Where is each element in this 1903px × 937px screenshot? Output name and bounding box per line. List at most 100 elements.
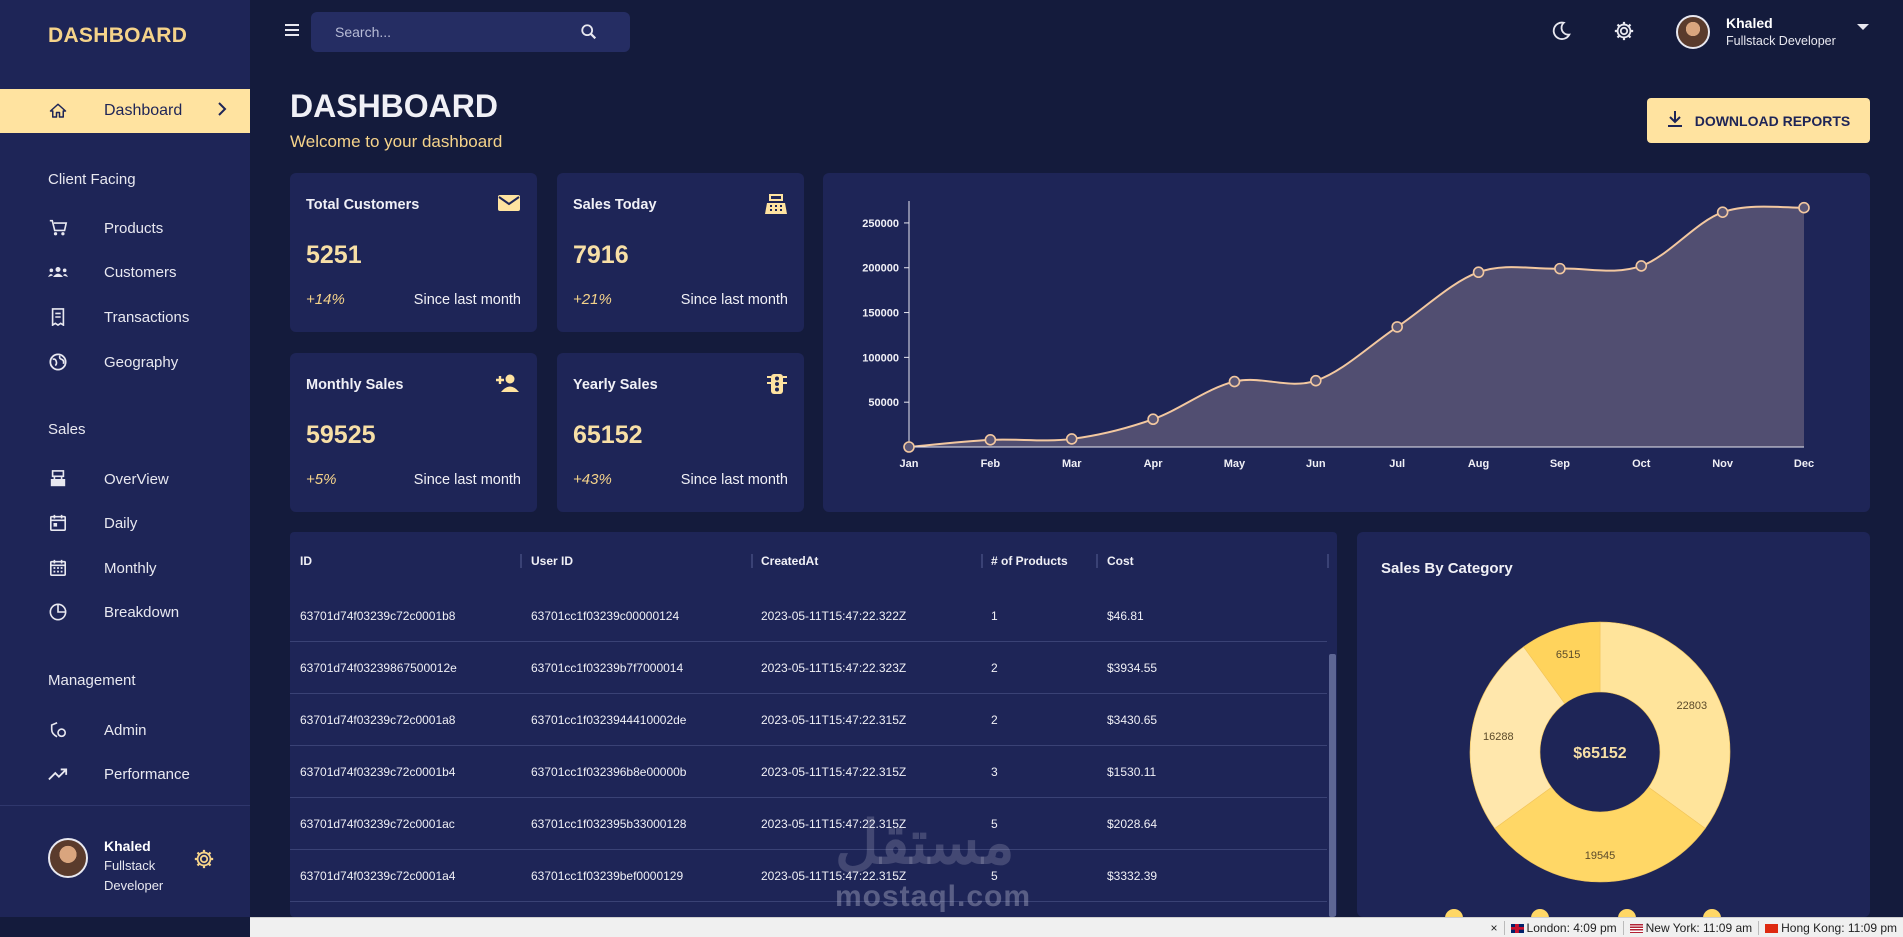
table-cell: 63701d74f03239c72c0001ac [300,817,455,831]
sidebar-item-transactions[interactable]: Transactions [0,297,250,337]
stat-title: Monthly Sales [306,377,404,393]
chart-point[interactable] [1147,413,1159,426]
sidebar-item-geography[interactable]: Geography [0,342,250,382]
search-input[interactable]: Search... [335,24,392,40]
table-cell: 63701cc1f03239b7f7000014 [531,661,684,675]
chart-point[interactable] [984,434,997,446]
table-cell: 2023-05-11T15:47:22.315Z [761,817,907,831]
table-cell: 2023-05-11T15:47:22.315Z [761,765,907,779]
topbar-user-name[interactable]: Khaled [1726,15,1773,31]
stat-card-monthly-sales: Monthly Sales 59525 +5% Since last month [290,353,537,512]
calendar-month-icon [48,558,68,578]
stat-title: Sales Today [573,197,657,213]
table-cell: 2 [991,713,998,727]
sidebar-item-products[interactable]: Products [0,208,250,248]
sidebar-item-monthly[interactable]: Monthly [0,548,250,588]
menu-icon[interactable] [282,20,302,45]
column-resize-handle[interactable] [1096,554,1098,568]
page-title: DASHBOARD [290,88,498,124]
sales-by-category-panel: Sales By Category 22803 19545 16288 6515 $65… [1357,532,1870,917]
table-cell: $3332.39 [1107,869,1158,883]
close-icon[interactable]: × [1490,921,1498,935]
chart-point[interactable] [1065,433,1078,445]
table-row[interactable]: 63701d74f03239c72c0001a4 63701cc1f03239be… [290,850,1327,902]
column-resize-handle[interactable] [751,554,753,568]
table-row[interactable]: 63701d74f03239c72c0001a8 63701cc1f0323944… [290,694,1327,746]
cart-icon [48,218,68,238]
email-icon [497,193,521,218]
register-icon [48,469,68,489]
sidebar-item-customers[interactable]: Customers [0,252,250,292]
calendar-icon [48,513,68,533]
donut-slice[interactable] [1494,786,1706,883]
stat-value: 7916 [573,241,629,269]
table-row[interactable]: 63701d74f03239c72c0001b4 63701cc1f032396b… [290,746,1327,798]
column-resize-handle[interactable] [520,554,522,568]
dark-mode-icon[interactable] [1550,20,1572,47]
donut-slice[interactable] [1599,621,1731,829]
section-title-client-facing: Client Facing [48,171,136,188]
traffic-icon [766,373,788,400]
column-header[interactable]: # of Products [991,554,1068,568]
chart-point[interactable] [903,441,915,453]
page-subtitle: Welcome to your dashboard [290,132,503,151]
stat-since: Since last month [413,472,521,488]
brand-logo[interactable]: DASHBOARD [48,24,188,47]
search-bar[interactable]: Search... [311,12,630,52]
column-header[interactable]: Cost [1107,554,1134,568]
donut-slice[interactable] [1469,646,1566,829]
table-cell: 3 [991,765,998,779]
home-icon [48,101,68,121]
chart-point[interactable] [1472,266,1485,279]
column-header[interactable]: CreatedAt [761,554,819,568]
download-reports-button[interactable]: DOWNLOAD REPORTS [1647,98,1870,143]
chart-point[interactable] [1716,206,1729,218]
sidebar-item-overview[interactable]: OverView [0,459,250,499]
scrollbar-thumb[interactable] [1329,654,1336,917]
column-resize-handle[interactable] [1327,554,1329,568]
chart-point[interactable] [1798,201,1810,214]
sidebar-item-label: Transactions [104,308,190,326]
sidebar-item-performance[interactable]: Performance [0,754,250,794]
chart-point[interactable] [1228,375,1241,388]
table-row[interactable]: 63701d74f03239867500012e 63701cc1f03239b7… [290,642,1327,694]
y-tick-label: 100000 [862,352,899,364]
stat-delta: +21% [573,291,612,308]
caret-down-icon[interactable] [1857,24,1869,30]
chart-area-fill [909,206,1804,447]
table-row[interactable]: 63701d74f03239c72c0001ac 63701cc1f032395b… [290,798,1327,850]
section-title-sales: Sales [48,421,86,438]
chart-point[interactable] [1310,374,1322,387]
sidebar-item-breakdown[interactable]: Breakdown [0,592,250,632]
table-cell: 63701cc1f03239bef0000129 [531,869,684,883]
x-tick-label: Nov [1712,458,1734,470]
chart-point[interactable] [1391,321,1403,333]
clock-new-york: New York: 11:09 am [1622,921,1759,935]
x-tick-label: Jan [900,458,919,470]
gear-icon[interactable] [1613,20,1635,47]
people-icon [48,262,68,282]
stat-card-sales-today: Sales Today 7916 +21% Since last month [557,173,804,332]
gear-icon[interactable] [193,848,215,875]
table-cell: 63701d74f03239c72c0001a4 [300,869,456,883]
register-icon [764,193,788,220]
avatar[interactable] [48,838,88,878]
table-row[interactable]: 63701d74f03239c72c0001b8 63701cc1f03239c0… [290,590,1327,642]
chart-point[interactable] [1554,262,1566,275]
table-cell: 2023-05-11T15:47:22.315Z [761,713,907,727]
sidebar-item-dashboard[interactable]: Dashboard [0,89,250,133]
chart-point[interactable] [1635,260,1648,272]
table-cell: $46.81 [1107,609,1144,623]
sidebar-item-admin[interactable]: Admin [0,710,250,750]
admin-icon [48,720,68,740]
avatar[interactable] [1676,15,1710,49]
watermark-arabic: مستقل [835,809,1015,876]
donut-slice[interactable] [1523,621,1601,704]
search-icon[interactable] [580,23,598,46]
column-resize-handle[interactable] [981,554,983,568]
sidebar-item-daily[interactable]: Daily [0,503,250,543]
column-header[interactable]: User ID [531,554,574,568]
stat-delta: +5% [306,471,337,488]
sales-area-chart: 50000 100000 150000 200000 250000 Jan Feb Mar Ap… [862,201,1814,470]
column-header[interactable]: ID [300,554,312,568]
